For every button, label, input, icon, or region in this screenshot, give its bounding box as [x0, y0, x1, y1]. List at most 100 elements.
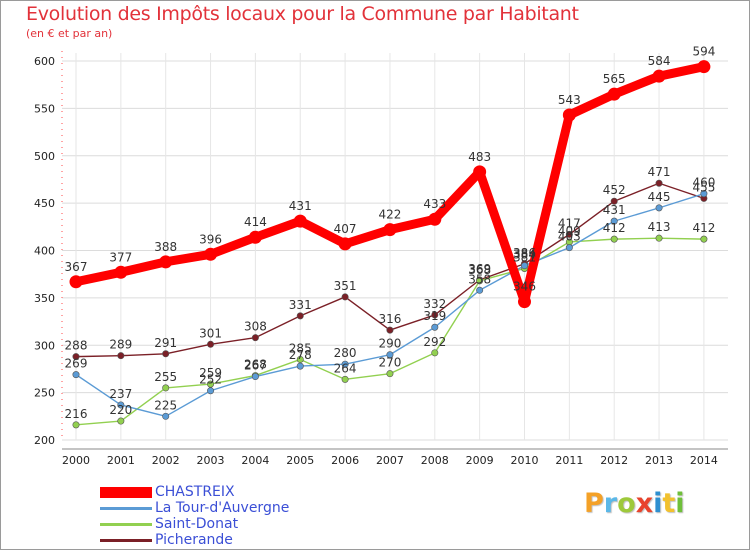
data-label-saint-donat: 292: [423, 335, 446, 349]
x-tick-label: 2010: [511, 454, 539, 467]
data-point-chastreix: [69, 275, 83, 289]
data-point-saint-donat: [72, 421, 80, 429]
data-label-chastreix: 584: [648, 54, 671, 68]
data-point-chastreix: [338, 237, 352, 251]
data-point-picherande: [162, 350, 170, 358]
data-label-la-tour-d-auvergne: 403: [558, 230, 581, 244]
data-label-picherande: 417: [558, 216, 581, 230]
data-label-chastreix: 396: [199, 232, 222, 246]
data-label-picherande: 455: [692, 180, 715, 194]
logo-letter: i: [675, 488, 685, 519]
line-chart: 200 250 300 350 400 450 500 550 600 2000 2001 2002 2…: [34, 45, 728, 467]
legend-swatch-picherande: [100, 539, 152, 542]
data-label-saint-donat: 264: [334, 361, 357, 375]
legend-label-picherande: Picherande: [155, 532, 233, 548]
y-tick-label: 600: [34, 55, 55, 68]
data-point-picherande: [207, 340, 215, 348]
data-point-chastreix: [518, 295, 531, 309]
data-point-la-tour-d-auvergne: [162, 412, 170, 420]
data-point-chastreix: [204, 247, 218, 261]
logo-letter: o: [617, 488, 636, 519]
data-label-picherande: 471: [648, 165, 671, 179]
data-label-la-tour-d-auvergne: 267: [244, 359, 267, 373]
data-point-chastreix: [652, 69, 666, 83]
data-label-picherande: 288: [65, 339, 88, 353]
data-point-chastreix: [159, 255, 173, 269]
x-tick-label: 2007: [376, 454, 404, 467]
data-label-picherande: 289: [109, 338, 132, 352]
data-label-picherande: 351: [334, 279, 357, 293]
data-point-saint-donat: [700, 235, 708, 243]
data-label-chastreix: 367: [65, 260, 88, 274]
data-label-saint-donat: 259: [199, 366, 222, 380]
data-label-chastreix: 543: [558, 93, 581, 107]
y-tick-label: 350: [34, 292, 55, 305]
data-point-picherande: [431, 311, 439, 319]
data-point-picherande: [296, 312, 304, 320]
data-point-picherande: [610, 197, 618, 205]
data-label-la-tour-d-auvergne: 431: [603, 203, 626, 217]
x-tick-label: 2003: [197, 454, 225, 467]
data-point-chastreix: [383, 223, 397, 237]
x-tick-label: 2014: [690, 454, 718, 467]
data-label-la-tour-d-auvergne: 358: [468, 272, 491, 286]
data-point-picherande: [251, 334, 259, 342]
data-point-la-tour-d-auvergne: [655, 204, 663, 212]
data-label-la-tour-d-auvergne: 280: [334, 346, 357, 360]
data-label-la-tour-d-auvergne: 460: [692, 176, 715, 190]
proxiti-logo: Proxiti: [584, 488, 685, 519]
data-label-chastreix: 422: [378, 208, 401, 222]
data-label-picherande: 308: [244, 320, 267, 334]
data-label-picherande: 452: [603, 183, 626, 197]
data-label-saint-donat: 409: [558, 224, 581, 238]
y-tick-label: 400: [34, 245, 55, 258]
logo-letter: r: [603, 488, 618, 519]
data-point-chastreix: [428, 212, 442, 226]
x-tick-label: 2011: [555, 454, 583, 467]
data-point-la-tour-d-auvergne: [386, 351, 394, 359]
data-label-saint-donat: 270: [378, 356, 401, 370]
data-label-la-tour-d-auvergne: 252: [199, 373, 222, 387]
data-label-la-tour-d-auvergne: 290: [378, 337, 401, 351]
data-point-saint-donat: [610, 235, 618, 243]
legend-label-la-tour-d-auvergne: La Tour-d'Auvergne: [155, 500, 290, 516]
y-tick-label: 250: [34, 387, 55, 400]
data-label-picherande: 386: [513, 246, 536, 260]
data-point-chastreix: [697, 60, 711, 74]
data-label-la-tour-d-auvergne: 225: [154, 398, 177, 412]
data-label-saint-donat: 220: [109, 403, 132, 417]
data-label-picherande: 301: [199, 326, 222, 340]
data-label-picherande: 369: [468, 262, 491, 276]
x-tick-label: 2004: [241, 454, 269, 467]
data-point-picherande: [565, 230, 573, 238]
data-label-picherande: 291: [154, 336, 177, 350]
data-point-la-tour-d-auvergne: [610, 217, 618, 225]
y-tick-label: 500: [34, 150, 55, 163]
data-label-la-tour-d-auvergne: 278: [289, 348, 312, 362]
data-label-saint-donat: 285: [289, 341, 312, 355]
data-point-saint-donat: [431, 349, 439, 357]
data-point-la-tour-d-auvergne: [207, 387, 215, 395]
data-point-la-tour-d-auvergne: [341, 360, 349, 368]
x-tick-label: 2002: [152, 454, 180, 467]
data-label-saint-donat: 412: [603, 221, 626, 235]
y-tick-label: 200: [34, 434, 55, 447]
x-tick-label: 2006: [331, 454, 359, 467]
data-point-la-tour-d-auvergne: [296, 362, 304, 370]
data-point-saint-donat: [117, 417, 125, 425]
logo-letter: P: [584, 488, 604, 519]
data-point-saint-donat: [162, 384, 170, 392]
chart-title: Evolution des Impôts locaux pour la Comm…: [26, 3, 579, 25]
data-point-chastreix: [562, 108, 576, 122]
data-point-picherande: [341, 293, 349, 301]
data-label-chastreix: 431: [289, 199, 312, 213]
data-point-saint-donat: [476, 277, 484, 285]
data-label-chastreix: 565: [603, 72, 626, 86]
data-point-la-tour-d-auvergne: [72, 371, 80, 379]
data-label-la-tour-d-auvergne: 237: [109, 387, 132, 401]
data-point-la-tour-d-auvergne: [117, 401, 125, 409]
data-point-la-tour-d-auvergne: [565, 244, 573, 252]
data-label-chastreix: 483: [468, 150, 491, 164]
data-label-chastreix: 346: [513, 280, 536, 294]
data-label-saint-donat: 413: [648, 220, 671, 234]
